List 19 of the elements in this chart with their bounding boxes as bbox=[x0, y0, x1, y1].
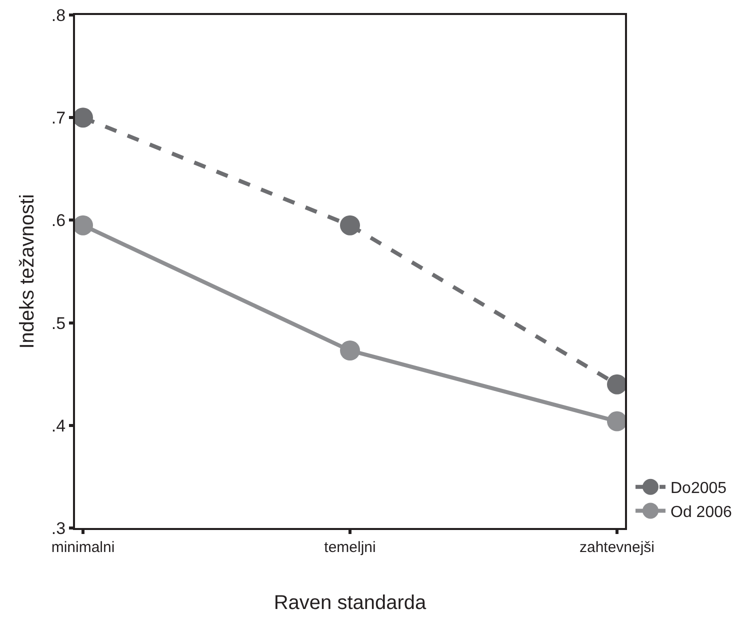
y-axis-title: Indeks težavnosti bbox=[16, 194, 38, 349]
y-tick-label: .3 bbox=[51, 518, 66, 538]
y-tick-label: .6 bbox=[51, 211, 66, 230]
y-tick-label: .5 bbox=[51, 314, 66, 333]
point bbox=[75, 108, 94, 128]
point bbox=[340, 340, 360, 360]
x-axis-title: Raven standarda bbox=[274, 592, 428, 614]
x-tick-label: minimalni bbox=[51, 539, 115, 556]
y-tick-label: .7 bbox=[51, 108, 66, 128]
point bbox=[340, 215, 360, 236]
legend-label: Do2005 bbox=[670, 480, 727, 498]
y-tick-label: .8 bbox=[51, 6, 66, 25]
x-tick-label: temeljni bbox=[324, 539, 376, 556]
point bbox=[75, 215, 94, 236]
point bbox=[607, 374, 625, 394]
legend-label: Od 2006 bbox=[670, 504, 732, 521]
point bbox=[607, 411, 625, 432]
x-tick-label: zahtevnejši bbox=[579, 539, 655, 556]
y-tick-label: .4 bbox=[51, 416, 66, 436]
